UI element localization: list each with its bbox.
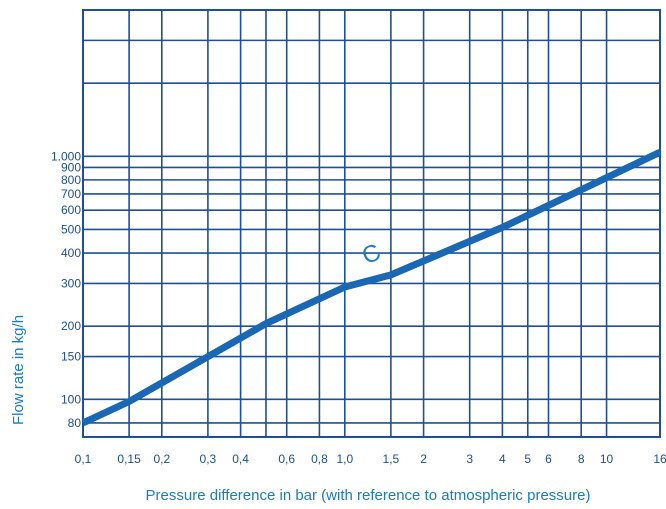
y-tick-label: 1.000 [51, 149, 81, 163]
y-axis-label: Flow rate in kg/h [10, 315, 27, 425]
y-tick-label: 400 [61, 246, 81, 260]
y-tick-label: 600 [61, 203, 81, 217]
x-tick-label: 0,2 [153, 452, 170, 466]
curve-label: C [358, 239, 385, 271]
x-tick-label: 10 [600, 452, 614, 466]
x-tick-label: 0,6 [278, 452, 295, 466]
x-axis-label: Pressure difference in bar (with referen… [146, 487, 591, 504]
x-tick-label: 0,15 [117, 452, 141, 466]
y-tick-label: 500 [61, 222, 81, 236]
y-tick-label: 300 [61, 276, 81, 290]
series-line-c [81, 149, 662, 427]
plot-frame [82, 9, 661, 438]
x-tick-label: 16 [653, 452, 666, 466]
grid [82, 9, 661, 438]
y-tick-label: 700 [61, 187, 81, 201]
y-tick-label: 100 [61, 392, 81, 406]
y-tick-label: 800 [61, 173, 81, 187]
annotations: C [358, 239, 385, 271]
x-tick-label: 5 [524, 452, 531, 466]
x-tick-label: 2 [420, 452, 427, 466]
x-tick-labels: 0,1 0,15 0,2 0,3 0,4 0,6 0,8 1,0 1,5 2 3 4 5 6 8 10 16 [75, 452, 666, 466]
y-tick-label: 200 [61, 319, 81, 333]
x-tick-label: 1,5 [383, 452, 400, 466]
y-tick-label: 150 [61, 350, 81, 364]
x-tick-label: 4 [499, 452, 506, 466]
x-tick-label: 3 [466, 452, 473, 466]
x-tick-label: 6 [545, 452, 552, 466]
x-tick-label: 0,1 [75, 452, 92, 466]
y-tick-label: 80 [68, 416, 82, 430]
x-tick-label: 8 [578, 452, 585, 466]
x-tick-label: 1,0 [336, 452, 353, 466]
x-tick-label: 0,8 [311, 452, 328, 466]
y-tick-label: 900 [61, 160, 81, 174]
x-tick-label: 0,3 [200, 452, 217, 466]
curves [81, 149, 662, 427]
x-tick-label: 0,4 [232, 452, 249, 466]
